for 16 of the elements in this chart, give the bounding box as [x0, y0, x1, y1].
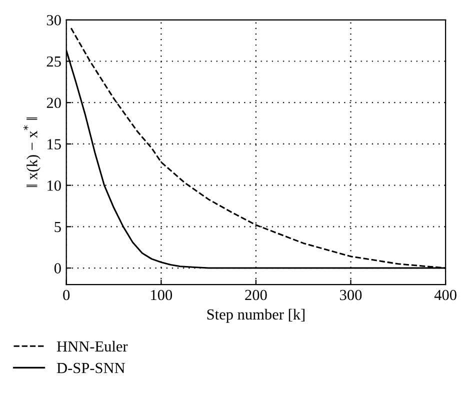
legend-label: D-SP-SNN [56, 362, 125, 374]
y-tick-label: 30 [46, 15, 61, 26]
y-tick-label: 25 [46, 56, 61, 67]
y-tick-label: 15 [48, 139, 61, 150]
x-tick-label: 300 [340, 290, 362, 300]
x-tick-label: 200 [245, 290, 267, 300]
x-tick-label: 100 [151, 290, 172, 300]
y-tick-label: 0 [54, 263, 61, 274]
y-axis-title: ‖ x(k) − x$^{*}$ ‖ [23, 118, 40, 187]
y-tick-label: 20 [46, 98, 61, 108]
x-tick-label: 400 [434, 290, 456, 300]
x-axis-title: Step number [k] [207, 308, 304, 323]
x-tick-label: 0 [63, 290, 70, 300]
legend-label: HNN-Euler [56, 340, 128, 352]
y-tick-label: 5 [54, 222, 61, 232]
y-tick-label: 10 [48, 180, 61, 191]
